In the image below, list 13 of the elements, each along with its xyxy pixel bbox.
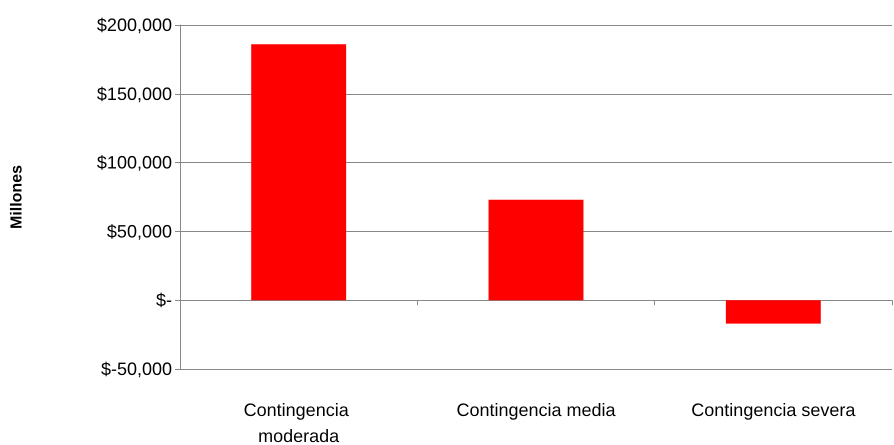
y-tick-label: $150,000 [96, 84, 172, 104]
y-tick-label: $200,000 [96, 15, 172, 35]
x-tick-label: Contingencia moderada [244, 400, 354, 445]
y-tick-label: $100,000 [96, 152, 172, 173]
bar [251, 44, 346, 300]
y-tick-label: $-50,000 [100, 359, 172, 379]
bar [726, 300, 821, 324]
y-tick-label: $50,000 [106, 221, 172, 242]
y-axis-title: Millones [8, 164, 26, 230]
x-tick-label: Contingencia media [456, 400, 617, 420]
bar [488, 200, 584, 300]
x-tick-label: Contingencia severa [691, 400, 856, 420]
y-tick-label: $- [156, 290, 172, 310]
